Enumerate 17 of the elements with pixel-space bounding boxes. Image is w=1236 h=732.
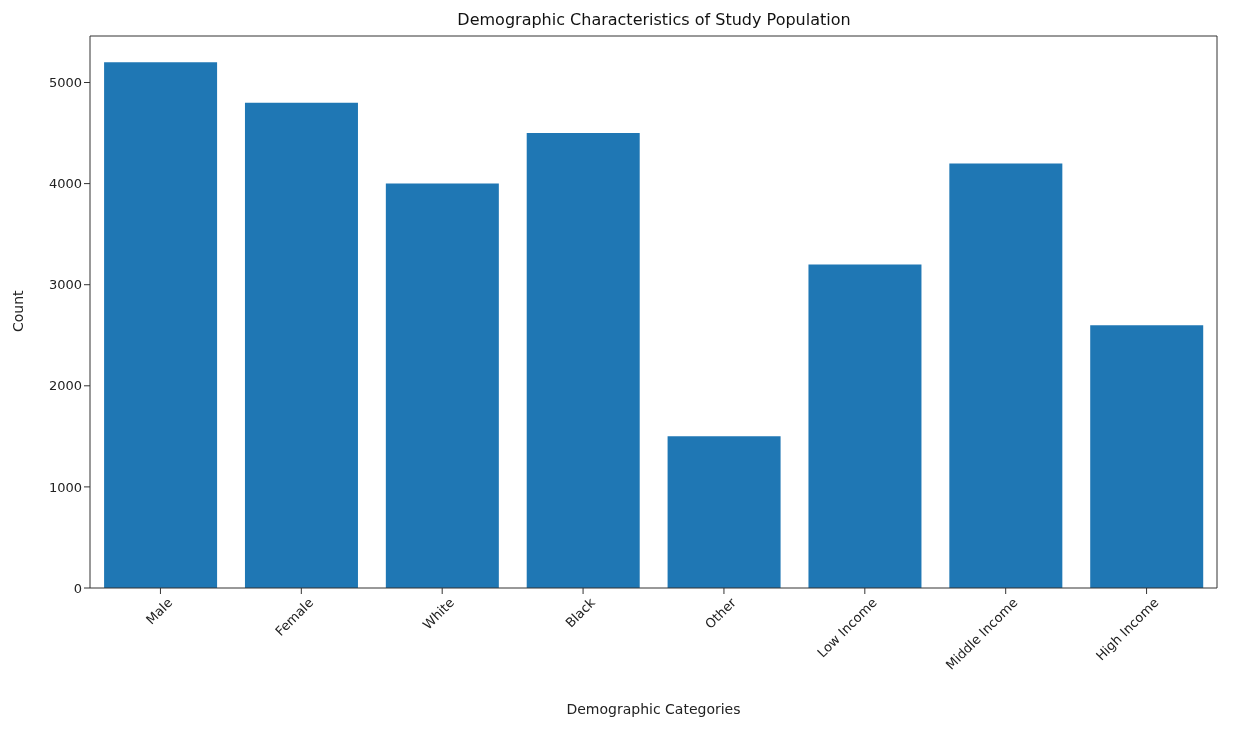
bar — [667, 436, 781, 588]
bar — [808, 264, 922, 588]
bar — [104, 62, 218, 588]
y-axis-title: Count — [9, 289, 26, 332]
y-tick-label: 4000 — [48, 176, 82, 192]
y-tick-label: 3000 — [48, 277, 82, 293]
bar — [1090, 325, 1204, 588]
y-tick-label: 0 — [73, 580, 82, 596]
y-tick-label: 5000 — [48, 75, 82, 91]
chart-title: Demographic Characteristics of Study Population — [456, 10, 852, 29]
y-tick-label: 2000 — [48, 378, 82, 394]
bar — [385, 183, 499, 588]
bar — [949, 163, 1063, 588]
x-axis-title: Demographic Categories — [566, 701, 741, 717]
y-tick-label: 1000 — [48, 479, 82, 495]
bar — [244, 102, 358, 588]
bar — [526, 133, 640, 588]
